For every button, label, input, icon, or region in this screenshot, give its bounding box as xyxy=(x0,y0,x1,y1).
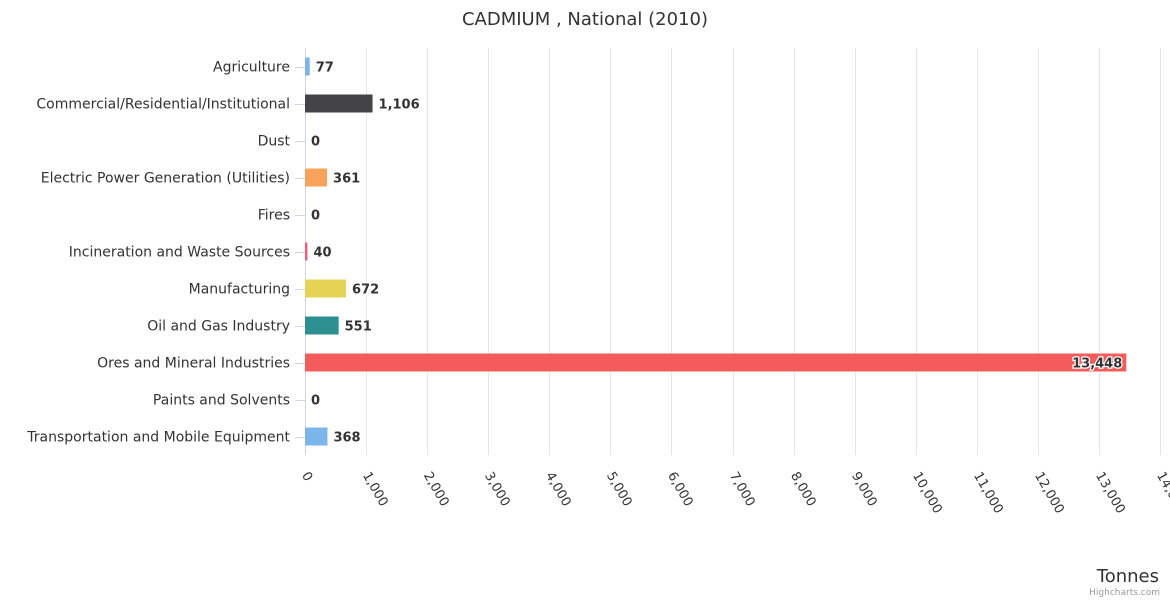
chart-title: CADMIUM , National (2010) xyxy=(462,9,708,30)
category-label: Fires xyxy=(258,208,290,224)
data-labels: 77 1,106 0 361 0 40 672 551 13,448 0 368 xyxy=(311,61,1124,446)
bar[interactable] xyxy=(305,316,339,335)
data-label: 77 xyxy=(316,61,334,76)
x-tick-label: 4,000 xyxy=(542,470,574,510)
x-axis-tick-labels: 0 1,000 2,000 3,000 4,000 5,000 6,000 7,000 8,00… xyxy=(298,470,1170,517)
data-label: 1,106 xyxy=(379,98,420,113)
grid-lines xyxy=(295,48,1161,455)
value-axis-title: Tonnes xyxy=(1096,566,1159,587)
data-label: 0 xyxy=(311,209,320,224)
data-label: 40 xyxy=(313,246,331,261)
bar[interactable] xyxy=(305,427,328,446)
category-label: Dust xyxy=(258,134,291,150)
category-label: Electric Power Generation (Utilities) xyxy=(41,171,290,187)
x-tick-label: 3,000 xyxy=(481,470,513,510)
bar[interactable] xyxy=(305,353,1127,372)
bar[interactable] xyxy=(305,94,373,113)
category-label: Agriculture xyxy=(213,60,290,76)
bar[interactable] xyxy=(305,168,328,187)
data-label: 551 xyxy=(345,320,372,335)
data-label: 0 xyxy=(311,394,320,409)
data-label: 361 xyxy=(333,172,360,187)
x-tick-label: 0 xyxy=(298,470,315,485)
x-tick-label: 6,000 xyxy=(664,470,696,510)
x-tick-label: 14,000 xyxy=(1153,470,1170,517)
category-label: Manufacturing xyxy=(189,282,290,298)
bar[interactable] xyxy=(305,242,308,261)
x-tick-label: 8,000 xyxy=(787,470,819,510)
x-tick-label: 11,000 xyxy=(970,470,1006,517)
x-tick-label: 10,000 xyxy=(909,470,945,517)
category-label: Transportation and Mobile Equipment xyxy=(26,430,290,446)
category-label: Paints and Solvents xyxy=(153,393,290,409)
x-tick-label: 13,000 xyxy=(1092,470,1128,517)
category-label: Incineration and Waste Sources xyxy=(69,245,290,261)
category-label: Commercial/Residential/Institutional xyxy=(36,97,290,113)
category-label: Oil and Gas Industry xyxy=(147,319,290,335)
credits-link[interactable]: Highcharts.com xyxy=(1089,588,1160,598)
x-tick-label: 1,000 xyxy=(359,470,391,510)
x-tick-label: 7,000 xyxy=(726,470,758,510)
data-label: 368 xyxy=(333,431,360,446)
bar[interactable] xyxy=(305,279,347,298)
category-label: Ores and Mineral Industries xyxy=(97,356,290,372)
x-tick-label: 9,000 xyxy=(848,470,880,510)
data-label: 13,448 xyxy=(1072,357,1122,372)
bars xyxy=(305,57,1127,446)
x-tick-label: 5,000 xyxy=(603,470,635,510)
data-label: 0 xyxy=(311,135,320,150)
x-tick-label: 2,000 xyxy=(420,470,452,510)
x-tick-label: 12,000 xyxy=(1031,470,1067,517)
data-label: 672 xyxy=(352,283,379,298)
bar[interactable] xyxy=(305,57,310,76)
category-labels: Agriculture Commercial/Residential/Instit… xyxy=(26,60,290,446)
